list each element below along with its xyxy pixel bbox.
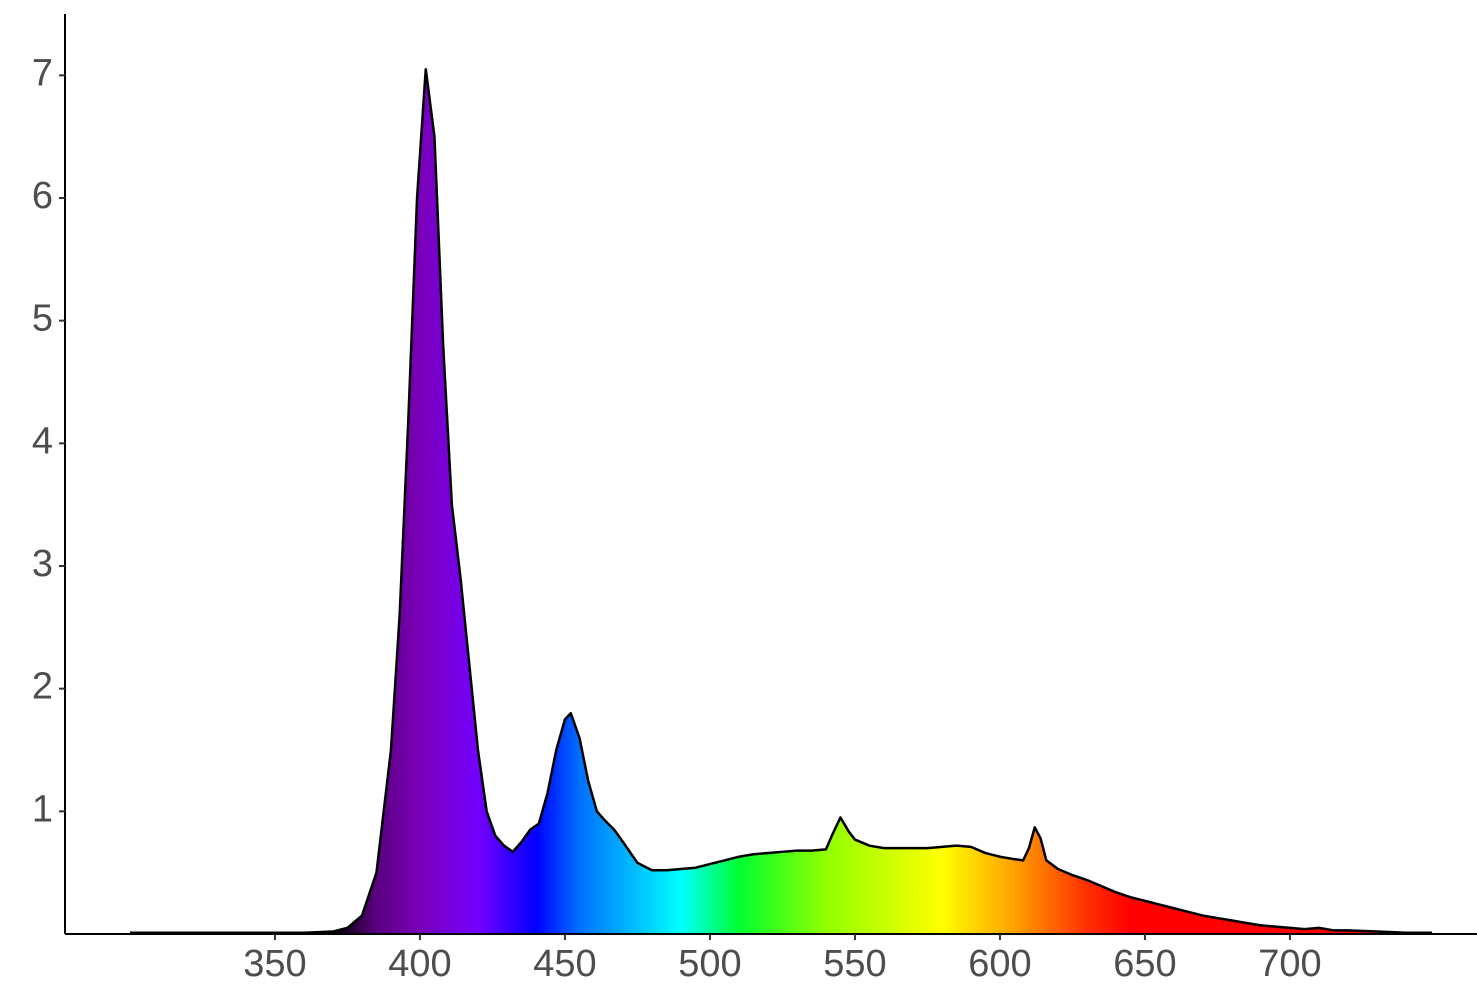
y-tick-label: 5 (32, 298, 53, 340)
x-tick-label: 600 (968, 943, 1031, 985)
spectrum-line (129, 67, 1433, 935)
x-tick-label: 400 (388, 943, 451, 985)
x-tick-label: 650 (1113, 943, 1176, 985)
y-tick-label: 7 (32, 52, 53, 94)
area-fill (129, 69, 1433, 934)
y-tick-label: 6 (32, 175, 53, 217)
x-tick-label: 500 (678, 943, 741, 985)
y-tick-label: 2 (32, 666, 53, 708)
x-tick-label: 350 (243, 943, 306, 985)
x-tick-label: 550 (823, 943, 886, 985)
x-tick-label: 450 (533, 943, 596, 985)
y-tick-label: 4 (32, 420, 53, 462)
y-tick-label: 3 (32, 543, 53, 585)
y-tick-label: 1 (32, 788, 53, 830)
x-tick-label: 700 (1258, 943, 1321, 985)
